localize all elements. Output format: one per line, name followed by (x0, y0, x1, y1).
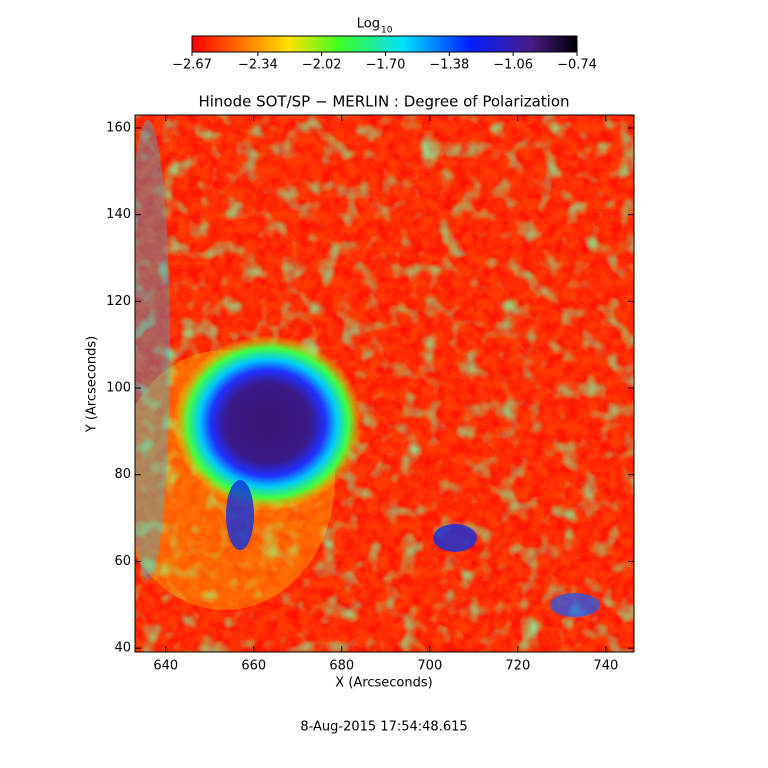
x-axis-label: X (Arcseconds) (335, 676, 432, 691)
y-tick-label: 120 (106, 294, 131, 309)
colorbar-tick-label: −2.67 (172, 58, 212, 73)
y-tick-label: 40 (114, 641, 131, 656)
y-tick-label: 140 (106, 207, 131, 222)
colorbar-tick-label: −1.70 (366, 58, 406, 73)
colorbar-tick-label: −1.38 (429, 58, 469, 73)
y-tick-label: 80 (114, 467, 131, 482)
x-tick-label: 720 (505, 659, 530, 674)
colorbar-tick-label: −0.74 (557, 58, 597, 73)
polarization-image (135, 115, 634, 652)
x-tick-label: 680 (329, 659, 354, 674)
y-tick-label: 60 (114, 554, 131, 569)
x-tick-label: 740 (593, 659, 618, 674)
y-tick-label: 160 (106, 121, 131, 136)
plot-frame (134, 114, 635, 653)
y-tick-label: 100 (106, 381, 131, 396)
chart-title: Hinode SOT/SP − MERLIN : Degree of Polar… (198, 93, 569, 111)
colorbar-tick-label: −2.02 (302, 58, 342, 73)
y-axis-label: Y (Arcseconds) (85, 336, 100, 433)
colorbar (191, 35, 578, 53)
colorbar-label: Log (357, 17, 380, 32)
x-tick-label: 660 (241, 659, 266, 674)
colorbar-tick-label: −1.06 (493, 58, 533, 73)
colorbar-tick-label: −2.34 (238, 58, 278, 73)
x-tick-label: 700 (417, 659, 442, 674)
colorbar-label-subscript: 10 (381, 26, 393, 36)
footer-date: 8-Aug-2015 17:54:48.615 (300, 720, 467, 735)
x-tick-label: 640 (153, 659, 178, 674)
